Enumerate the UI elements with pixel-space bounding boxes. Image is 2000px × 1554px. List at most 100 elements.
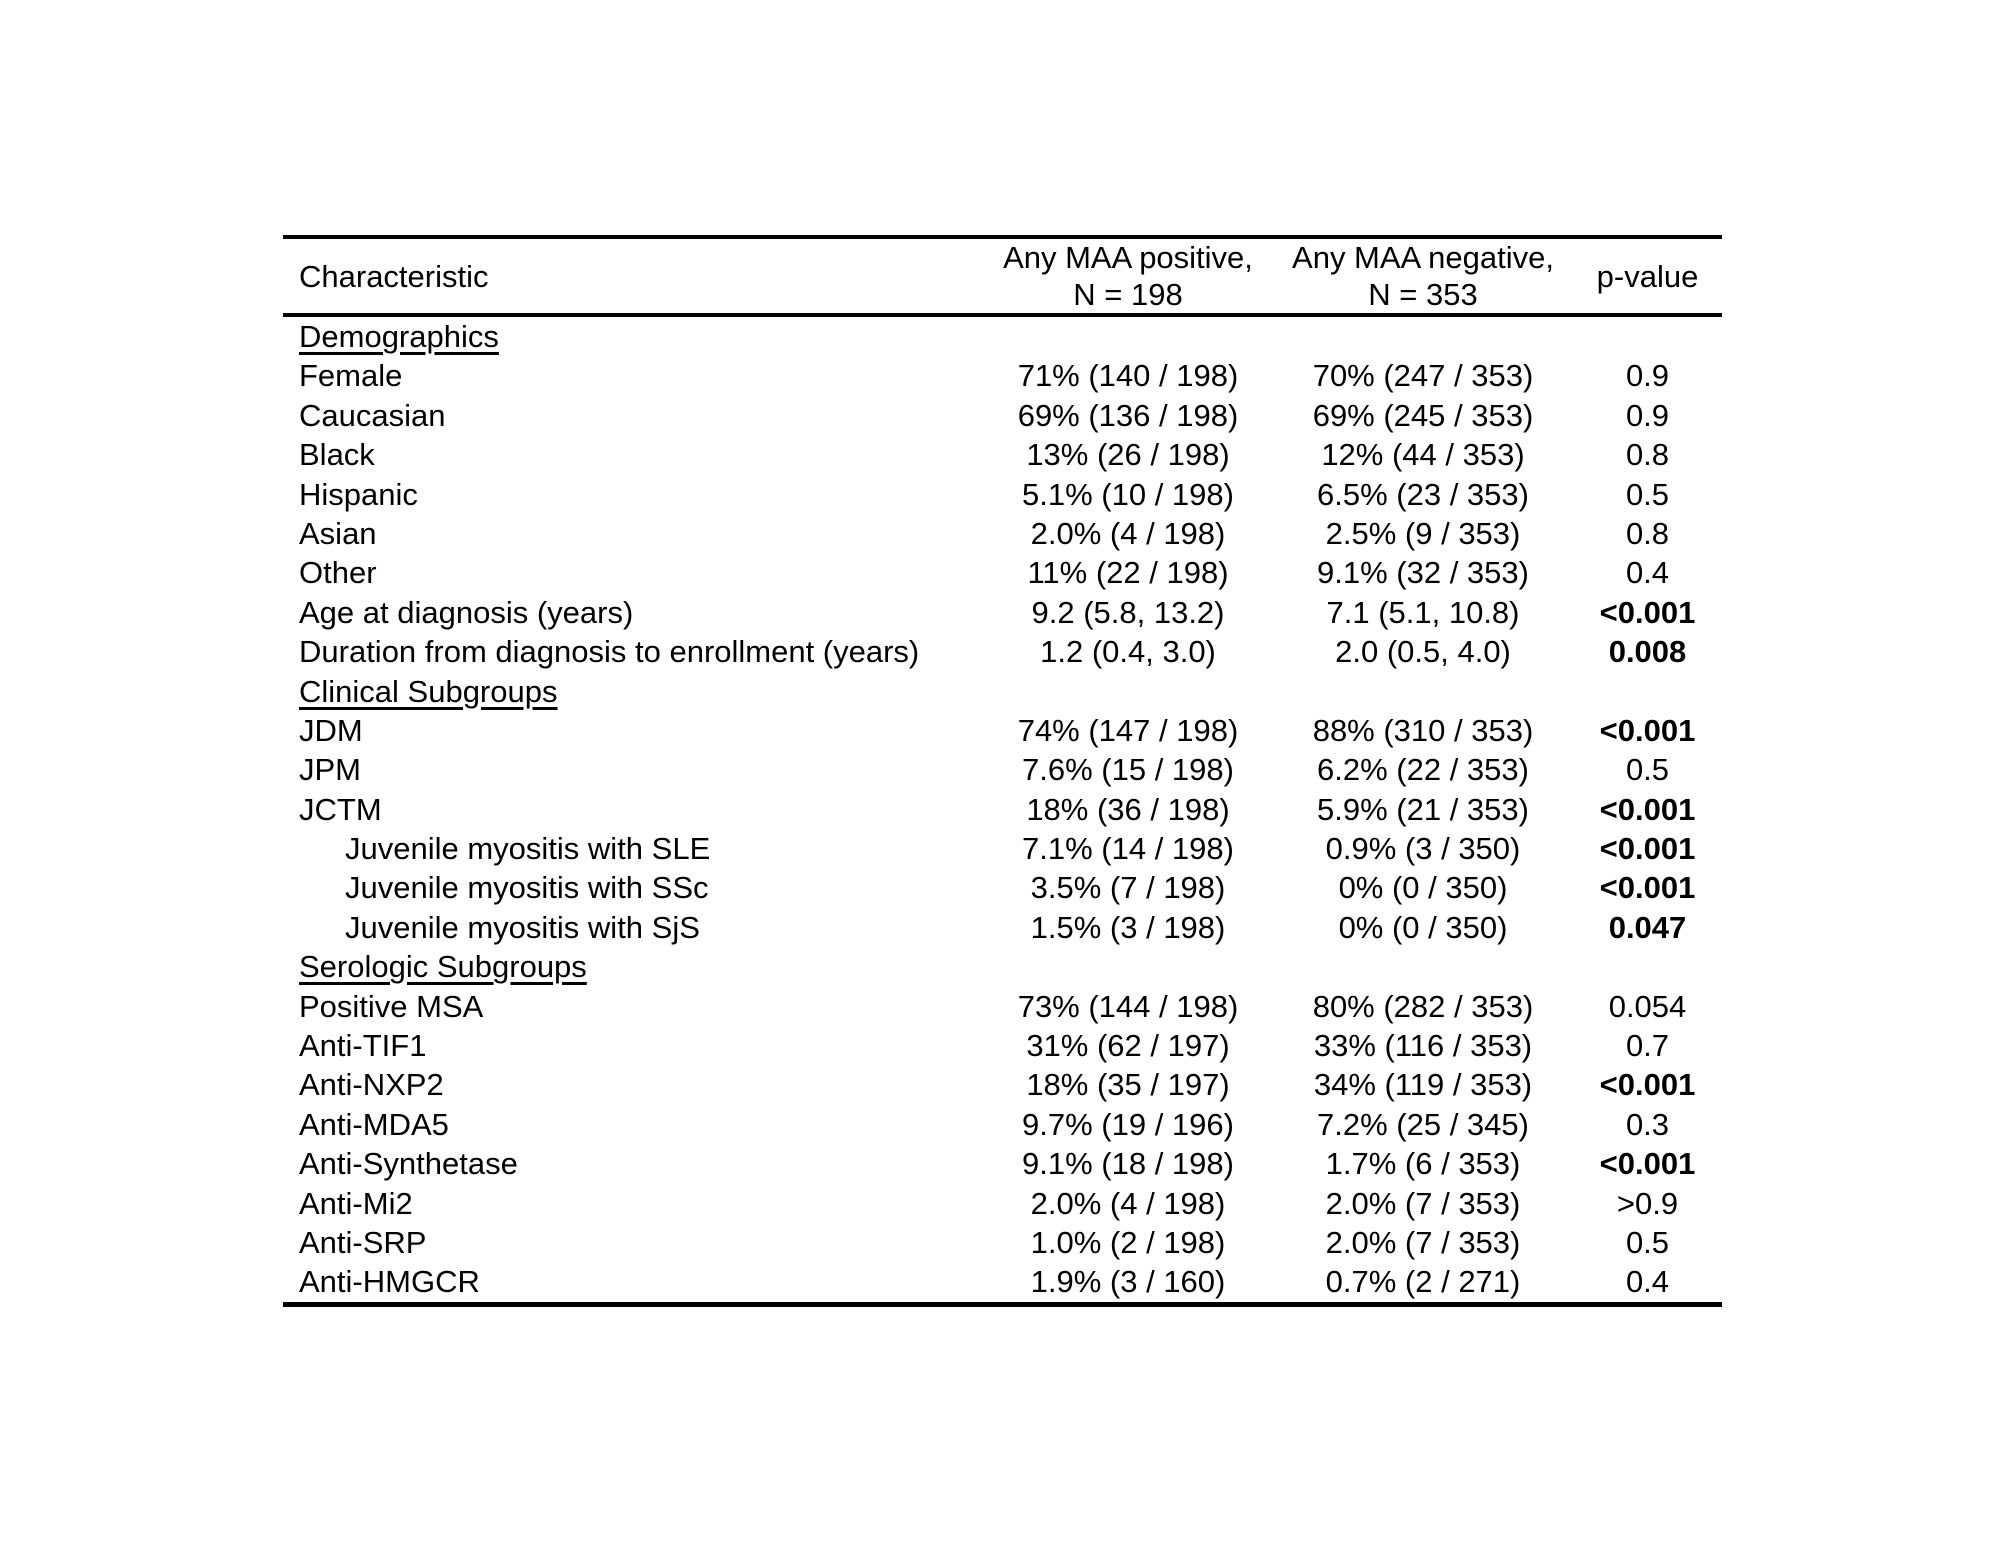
maa-negative-value: 2.0 (0.5, 4.0)	[1335, 634, 1511, 670]
row-label: Other	[299, 555, 377, 591]
maa-negative-value: 0.7% (2 / 271)	[1325, 1264, 1521, 1300]
maa-positive-value: 5.1% (10 / 198)	[1022, 476, 1234, 512]
column-header-maa-positive-line2: N = 198	[1073, 277, 1183, 312]
column-header-maa-positive-line1: Any MAA positive,	[1003, 240, 1253, 275]
column-header-characteristic-label: Characteristic	[299, 258, 489, 294]
table-row: JPM 7.6% (15 / 198) 6.2% (22 / 353) 0.5	[283, 750, 1722, 789]
maa-negative-value: 12% (44 / 353)	[1321, 437, 1525, 473]
section-row: Serologic Subgroups	[283, 947, 1722, 986]
column-header-maa-negative: Any MAA negative, N = 353	[1273, 239, 1573, 313]
row-label: Juvenile myositis with SSc	[345, 870, 709, 906]
maa-positive-value: 9.2 (5.8, 13.2)	[1031, 594, 1225, 630]
p-value: 0.8	[1625, 437, 1670, 473]
row-label: Anti-NXP2	[299, 1067, 444, 1103]
maa-positive-value: 9.1% (18 / 198)	[1022, 1146, 1234, 1182]
table-row: Hispanic 5.1% (10 / 198) 6.5% (23 / 353) 0.…	[283, 475, 1722, 514]
p-value: <0.001	[1599, 831, 1696, 867]
table-row: Other 11% (22 / 198) 9.1% (32 / 353) 0.4	[283, 553, 1722, 592]
column-header-p-value: p-value	[1573, 258, 1722, 295]
row-label: Anti-Mi2	[299, 1185, 413, 1221]
maa-negative-value: 0% (0 / 350)	[1338, 909, 1508, 945]
table-row: Anti-TIF1 31% (62 / 197) 33% (116 / 353) 0.…	[283, 1026, 1722, 1065]
maa-positive-value: 73% (144 / 198)	[1017, 988, 1239, 1024]
row-label: Anti-MDA5	[299, 1106, 449, 1142]
maa-positive-value: 7.6% (15 / 198)	[1022, 752, 1234, 788]
p-value: <0.001	[1599, 870, 1696, 906]
table-row: Positive MSA 73% (144 / 198) 80% (282 / 35…	[283, 987, 1722, 1026]
table-row: Juvenile myositis with SSc 3.5% (7 / 198)…	[283, 868, 1722, 907]
table-row: Juvenile myositis with SjS 1.5% (3 / 198)…	[283, 908, 1722, 947]
maa-negative-value: 7.1 (5.1, 10.8)	[1326, 594, 1520, 630]
maa-positive-value: 7.1% (14 / 198)	[1022, 831, 1234, 867]
maa-positive-value: 3.5% (7 / 198)	[1030, 870, 1226, 906]
maa-negative-value: 2.0% (7 / 353)	[1325, 1185, 1521, 1221]
maa-positive-value: 1.5% (3 / 198)	[1030, 909, 1226, 945]
row-label: Age at diagnosis (years)	[299, 594, 634, 630]
p-value: 0.054	[1608, 988, 1687, 1024]
maa-positive-value: 18% (35 / 197)	[1026, 1067, 1230, 1103]
column-header-p-value-label: p-value	[1596, 258, 1699, 294]
maa-positive-value: 1.0% (2 / 198)	[1030, 1224, 1226, 1260]
column-header-maa-negative-line1: Any MAA negative,	[1292, 240, 1554, 275]
p-value: >0.9	[1616, 1185, 1679, 1221]
row-label: Anti-HMGCR	[299, 1264, 480, 1300]
row-label: Juvenile myositis with SLE	[345, 831, 711, 867]
p-value: 0.3	[1625, 1106, 1670, 1142]
p-value: 0.8	[1625, 515, 1670, 551]
row-label: Female	[299, 358, 403, 394]
p-value: 0.5	[1625, 752, 1670, 788]
maa-positive-value: 2.0% (4 / 198)	[1030, 515, 1226, 551]
maa-negative-value: 80% (282 / 353)	[1312, 988, 1534, 1024]
p-value: 0.008	[1608, 634, 1687, 670]
maa-negative-value: 0% (0 / 350)	[1338, 870, 1508, 906]
table-row: Anti-NXP2 18% (35 / 197) 34% (119 / 353) <0…	[283, 1065, 1722, 1104]
table-row: Anti-HMGCR 1.9% (3 / 160) 0.7% (2 / 271) 0.…	[283, 1262, 1722, 1301]
section-row: Demographics	[283, 317, 1722, 356]
p-value: 0.5	[1625, 476, 1670, 512]
column-header-maa-positive: Any MAA positive, N = 198	[983, 239, 1273, 313]
section-label: Clinical Subgroups	[299, 673, 558, 709]
table-row: Anti-MDA5 9.7% (19 / 196) 7.2% (25 / 345) 0…	[283, 1105, 1722, 1144]
maa-positive-value: 74% (147 / 198)	[1017, 712, 1239, 748]
p-value: 0.9	[1625, 397, 1670, 433]
column-header-maa-negative-line2: N = 353	[1368, 277, 1478, 312]
table-row: JCTM 18% (36 / 198) 5.9% (21 / 353) <0.001	[283, 790, 1722, 829]
row-label: JDM	[299, 712, 363, 748]
row-label: JPM	[299, 752, 361, 788]
maa-positive-value: 2.0% (4 / 198)	[1030, 1185, 1226, 1221]
p-value: <0.001	[1599, 594, 1696, 630]
maa-negative-value: 0.9% (3 / 350)	[1325, 831, 1521, 867]
p-value: 0.7	[1625, 1028, 1670, 1064]
table-body: Demographics Female 71% (140 / 198) 70% (24…	[283, 317, 1722, 1307]
maa-negative-value: 7.2% (25 / 345)	[1317, 1106, 1529, 1142]
row-label: Asian	[299, 515, 377, 551]
maa-positive-value: 71% (140 / 198)	[1017, 358, 1239, 394]
row-label: Duration from diagnosis to enrollment (y…	[299, 634, 920, 670]
maa-negative-value: 9.1% (32 / 353)	[1317, 555, 1529, 591]
p-value: <0.001	[1599, 712, 1696, 748]
table-row: Black 13% (26 / 198) 12% (44 / 353) 0.8	[283, 435, 1722, 474]
table-row: Asian 2.0% (4 / 198) 2.5% (9 / 353) 0.8	[283, 514, 1722, 553]
section-label: Demographics	[299, 319, 499, 354]
table-row: Caucasian 69% (136 / 198) 69% (245 / 353) 0…	[283, 396, 1722, 435]
table-row: Anti-SRP 1.0% (2 / 198) 2.0% (7 / 353) 0.5	[283, 1223, 1722, 1262]
p-value: 0.4	[1625, 1264, 1670, 1300]
table-row: Duration from diagnosis to enrollment (y…	[283, 632, 1722, 671]
row-label: Positive MSA	[299, 988, 484, 1024]
maa-negative-value: 70% (247 / 353)	[1312, 358, 1534, 394]
maa-negative-value: 6.5% (23 / 353)	[1317, 476, 1529, 512]
section-label: Serologic Subgroups	[299, 949, 587, 985]
maa-negative-value: 33% (116 / 353)	[1313, 1028, 1533, 1064]
p-value: 0.047	[1608, 909, 1687, 945]
row-label: Hispanic	[299, 476, 418, 512]
row-label: Anti-TIF1	[299, 1028, 427, 1064]
maa-negative-value: 34% (119 / 353)	[1313, 1067, 1533, 1103]
maa-positive-value: 31% (62 / 197)	[1026, 1028, 1230, 1064]
p-value: <0.001	[1599, 1067, 1696, 1103]
column-header-characteristic: Characteristic	[283, 258, 983, 295]
characteristics-table: Characteristic Any MAA positive, N = 198…	[283, 235, 1722, 1307]
table-row: Anti-Mi2 2.0% (4 / 198) 2.0% (7 / 353) >0.9	[283, 1184, 1722, 1223]
p-value: 0.4	[1625, 555, 1670, 591]
maa-negative-value: 5.9% (21 / 353)	[1317, 791, 1529, 827]
p-value: 0.9	[1625, 358, 1670, 394]
